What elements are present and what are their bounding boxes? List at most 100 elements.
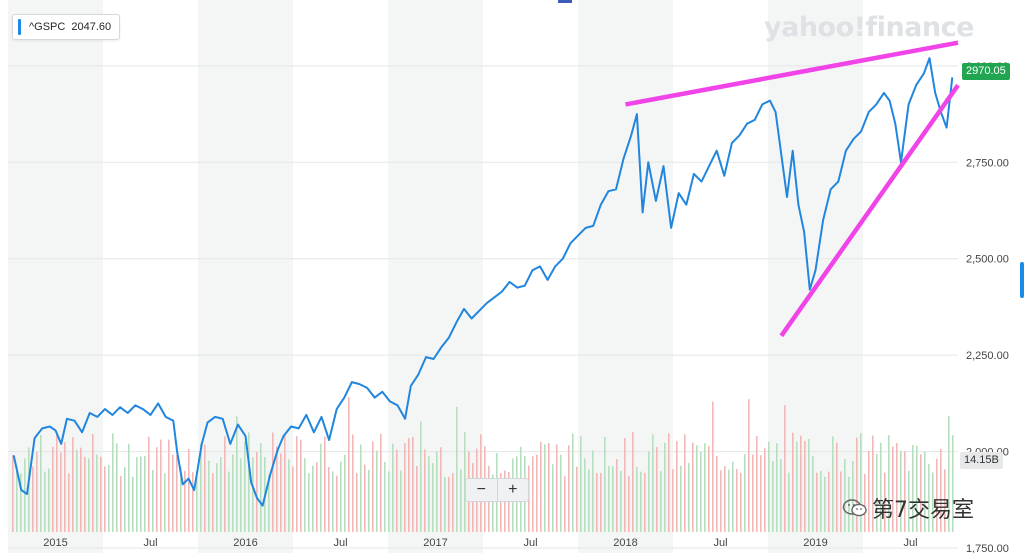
- volume-bar: [368, 469, 370, 532]
- volume-bar: [412, 437, 414, 532]
- volume-bar: [100, 456, 102, 532]
- alternating-background-bands: [8, 0, 863, 553]
- volume-bar: [248, 432, 250, 532]
- volume-bar: [116, 443, 118, 532]
- x-axis-labels: 2015 Jul 2016 Jul 2017 Jul 2018 Jul 2019 Jul: [43, 537, 917, 549]
- volume-bar: [148, 436, 150, 532]
- volume-bar: [284, 433, 286, 532]
- volume-bar: [440, 447, 442, 532]
- volume-bar: [36, 451, 38, 532]
- volume-bar: [556, 444, 558, 532]
- volume-bar: [288, 459, 290, 532]
- ticker-legend[interactable]: ^GSPC 2047.60: [12, 14, 121, 40]
- trendline-annotations: [625, 40, 960, 338]
- y-tick-label: 2,250.00: [966, 350, 1009, 362]
- volume-bar: [716, 455, 718, 532]
- volume-bar: [812, 455, 814, 532]
- volume-bar: [428, 456, 430, 532]
- volume-bar: [936, 458, 938, 532]
- volume-bar: [232, 454, 234, 532]
- ticker-value: 2047.60: [71, 21, 112, 33]
- zoom-in-button[interactable]: +: [496, 479, 529, 501]
- volume-bar: [800, 435, 802, 532]
- volume-bar: [132, 476, 134, 532]
- volume-bar: [352, 434, 354, 532]
- volume-bar: [144, 455, 146, 532]
- volume-bar: [560, 454, 562, 532]
- volume-bar: [628, 476, 630, 532]
- volume-bar: [372, 441, 374, 532]
- volume-bar: [152, 470, 154, 532]
- volume-bar: [952, 435, 954, 532]
- volume-bar: [612, 466, 614, 532]
- volume-bar: [608, 465, 610, 532]
- volume-bar: [596, 472, 598, 532]
- volume-bar: [680, 465, 682, 532]
- zoom-out-button[interactable]: −: [476, 481, 486, 498]
- right-scroll-handle[interactable]: [1020, 262, 1024, 298]
- volume-bar: [948, 415, 950, 532]
- volume-bar: [376, 450, 378, 532]
- volume-bar: [552, 464, 554, 532]
- volume-bar: [256, 452, 258, 532]
- volume-bar: [676, 441, 678, 532]
- volume-bar: [192, 472, 194, 532]
- volume-bar: [904, 451, 906, 532]
- volume-bar: [616, 459, 618, 532]
- volume-bar: [768, 441, 770, 532]
- volume-bar: [400, 470, 402, 532]
- y-tick-label: 1,750.00: [966, 543, 1009, 553]
- volume-bar: [872, 435, 874, 532]
- volume-bar: [180, 466, 182, 532]
- x-tick-label: 2015: [43, 537, 67, 549]
- volume-bar: [892, 446, 894, 532]
- volume-bar: [912, 445, 914, 532]
- volume-bar: [72, 437, 74, 532]
- trendline: [779, 83, 960, 338]
- volume-bar: [828, 471, 830, 532]
- volume-bar: [188, 448, 190, 532]
- volume-bar: [304, 458, 306, 532]
- volume-bar: [724, 466, 726, 532]
- volume-bar: [588, 469, 590, 532]
- volume-bar: [720, 470, 722, 532]
- x-tick-label: Jul: [523, 537, 537, 549]
- volume-bar: [452, 473, 454, 532]
- x-tick-label: Jul: [143, 537, 157, 549]
- volume-bar: [40, 434, 42, 532]
- volume-bar: [928, 463, 930, 532]
- volume-bar: [888, 435, 890, 532]
- volume-bar: [856, 437, 858, 532]
- volume-bar: [784, 405, 786, 532]
- volume-bar: [652, 434, 654, 532]
- volume-bar: [216, 463, 218, 532]
- volume-bar: [772, 461, 774, 532]
- volume-bar: [56, 432, 58, 532]
- volume-bar: [208, 460, 210, 532]
- volume-bar: [584, 458, 586, 532]
- volume-bar: [316, 462, 318, 532]
- volume-bar: [620, 470, 622, 532]
- volume-bar: [880, 442, 882, 532]
- y-tick-label: 2,500.00: [966, 254, 1009, 266]
- volume-bar: [240, 458, 242, 532]
- wechat-icon: [842, 499, 867, 517]
- x-tick-label: 2017: [423, 537, 447, 549]
- top-drag-handle[interactable]: [558, 0, 572, 3]
- volume-bar: [84, 456, 86, 532]
- volume-bar: [736, 469, 738, 532]
- volume-bar: [668, 433, 670, 532]
- volume-bar: [572, 433, 574, 532]
- volume-bar: [820, 470, 822, 532]
- volume-bar: [876, 454, 878, 532]
- volume-bar: [656, 447, 658, 532]
- volume-bar: [432, 463, 434, 532]
- volume-bar: [172, 454, 174, 532]
- x-tick-label: Jul: [713, 537, 727, 549]
- volume-bar: [384, 461, 386, 532]
- volume-bar: [796, 441, 798, 532]
- volume-bar: [416, 466, 418, 532]
- volume-bar: [788, 472, 790, 532]
- volume-bar: [764, 448, 766, 532]
